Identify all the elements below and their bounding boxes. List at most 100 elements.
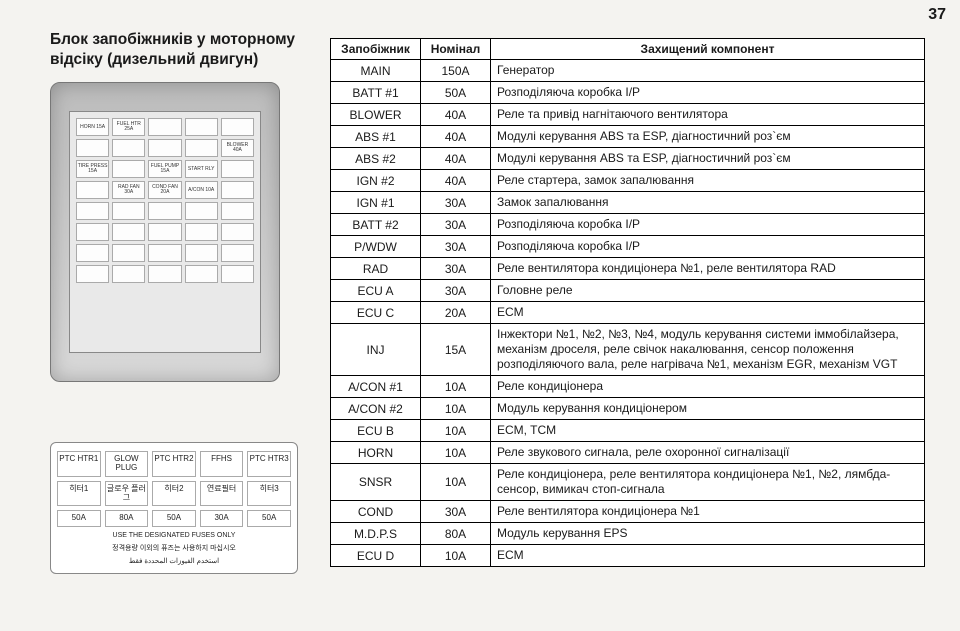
cell-rating: 40A [421, 170, 491, 192]
cell-component: Реле кондиціонера [491, 376, 925, 398]
sub-cell-amp: 50A [57, 510, 101, 527]
cell-rating: 150A [421, 60, 491, 82]
illus-cell: HORN 15A [76, 118, 109, 136]
illus-cell [221, 181, 254, 199]
sub-cell-korean: 히터1 [57, 481, 101, 507]
sub-note-2: 정격용량 이외의 퓨즈는 사용하지 마십시오 [57, 544, 291, 553]
page-number: 37 [928, 6, 946, 24]
illus-cell [185, 223, 218, 241]
cell-component: Модуль керування кондиціонером [491, 398, 925, 420]
cell-component: Реле вентилятора кондиціонера №1, реле в… [491, 258, 925, 280]
cell-fuse: ECU A [331, 280, 421, 302]
illus-cell [112, 244, 145, 262]
sub-note-1: USE THE DESIGNATED FUSES ONLY [57, 531, 291, 540]
cell-rating: 30A [421, 214, 491, 236]
illus-cell [221, 118, 254, 136]
cell-component: Модулі керування ABS та ESP, діагностичн… [491, 148, 925, 170]
cell-fuse: RAD [331, 258, 421, 280]
illus-cell: RAD FAN 30A [112, 181, 145, 199]
cell-component: ECM [491, 545, 925, 567]
col-header-fuse: Запобіжник [331, 39, 421, 60]
table-row: RAD30AРеле вентилятора кондиціонера №1, … [331, 258, 925, 280]
sub-cell-label: PTC HTR1 [57, 451, 101, 477]
table-row: ABS #240AМодулі керування ABS та ESP, ді… [331, 148, 925, 170]
col-header-component: Захищений компонент [491, 39, 925, 60]
table-row: BATT #230AРозподіляюча коробка I/P [331, 214, 925, 236]
cell-component: Реле та привід нагнітаючого вентилятора [491, 104, 925, 126]
cell-rating: 10A [421, 420, 491, 442]
illus-cell: START RLY [185, 160, 218, 178]
cell-component: Розподіляюча коробка I/P [491, 214, 925, 236]
cell-component: Реле кондиціонера, реле вентилятора конд… [491, 464, 925, 501]
cell-component: Модулі керування ABS та ESP, діагностичн… [491, 126, 925, 148]
cell-rating: 40A [421, 148, 491, 170]
cell-fuse: P/WDW [331, 236, 421, 258]
left-column: Блок запобіжників у моторному відсіку (д… [50, 30, 310, 574]
illus-cell [76, 265, 109, 283]
cell-fuse: ECU C [331, 302, 421, 324]
sub-cell-label: FFHS [200, 451, 244, 477]
table-row: SNSR10AРеле кондиціонера, реле вентилято… [331, 464, 925, 501]
sub-cell-label: GLOW PLUG [105, 451, 149, 477]
illus-cell [112, 202, 145, 220]
cell-rating: 50A [421, 82, 491, 104]
cell-fuse: M.D.P.S [331, 523, 421, 545]
cell-component: Реле звукового сигнала, реле охоронної с… [491, 442, 925, 464]
illus-cell [76, 202, 109, 220]
table-row: MAIN150AГенератор [331, 60, 925, 82]
table-row: ECU B10AECM, TCM [331, 420, 925, 442]
illus-cell: COND FAN 20A [148, 181, 181, 199]
cell-fuse: A/CON #1 [331, 376, 421, 398]
table-row: COND30AРеле вентилятора кондиціонера №1 [331, 501, 925, 523]
cell-fuse: ABS #2 [331, 148, 421, 170]
sub-fuse-box: PTC HTR1GLOW PLUGPTC HTR2FFHSPTC HTR3 히터… [50, 442, 298, 573]
illus-cell [76, 139, 109, 157]
sub-cell-korean: 글로우 플러그 [105, 481, 149, 507]
fusebox-illustration: HORN 15AFUEL HTR 25ABLOWER 40ATIRE PRESS… [50, 82, 280, 382]
illus-cell [148, 139, 181, 157]
illus-cell [148, 202, 181, 220]
sub-cell-korean: 히터3 [247, 481, 291, 507]
illus-cell [112, 139, 145, 157]
cell-fuse: SNSR [331, 464, 421, 501]
illus-cell [112, 160, 145, 178]
illus-cell [76, 181, 109, 199]
illus-cell: A/CON 10A [185, 181, 218, 199]
table-row: P/WDW30AРозподіляюча коробка I/P [331, 236, 925, 258]
fuse-table: Запобіжник Номінал Захищений компонент M… [330, 38, 925, 567]
cell-rating: 10A [421, 376, 491, 398]
sub-cell-amp: 80A [105, 510, 149, 527]
sub-cell-amp: 30A [200, 510, 244, 527]
cell-component: Головне реле [491, 280, 925, 302]
illus-cell [221, 223, 254, 241]
illus-cell [76, 223, 109, 241]
illus-cell [221, 265, 254, 283]
table-row: IGN #240AРеле стартера, замок запалюванн… [331, 170, 925, 192]
table-row: BLOWER40AРеле та привід нагнітаючого вен… [331, 104, 925, 126]
sub-note-3: استخدم الفيوزات المحددة فقط [57, 557, 291, 566]
cell-rating: 30A [421, 280, 491, 302]
table-row: BATT #150AРозподіляюча коробка I/P [331, 82, 925, 104]
cell-rating: 30A [421, 192, 491, 214]
cell-component: Реле стартера, замок запалювання [491, 170, 925, 192]
cell-component: Генератор [491, 60, 925, 82]
sub-cell-label: PTC HTR2 [152, 451, 196, 477]
cell-rating: 10A [421, 442, 491, 464]
cell-rating: 40A [421, 126, 491, 148]
illus-cell: TIRE PRESS 15A [76, 160, 109, 178]
illus-cell [185, 139, 218, 157]
cell-fuse: BATT #2 [331, 214, 421, 236]
cell-fuse: BLOWER [331, 104, 421, 126]
illus-cell [148, 244, 181, 262]
table-row: ABS #140AМодулі керування ABS та ESP, ді… [331, 126, 925, 148]
cell-component: Модуль керування EPS [491, 523, 925, 545]
cell-component: Реле вентилятора кондиціонера №1 [491, 501, 925, 523]
cell-fuse: ABS #1 [331, 126, 421, 148]
illus-cell: FUEL HTR 25A [112, 118, 145, 136]
cell-component: Замок запалювання [491, 192, 925, 214]
sub-cell-korean: 연료필터 [200, 481, 244, 507]
cell-fuse: MAIN [331, 60, 421, 82]
cell-rating: 30A [421, 258, 491, 280]
illus-cell [185, 244, 218, 262]
cell-rating: 15A [421, 324, 491, 376]
